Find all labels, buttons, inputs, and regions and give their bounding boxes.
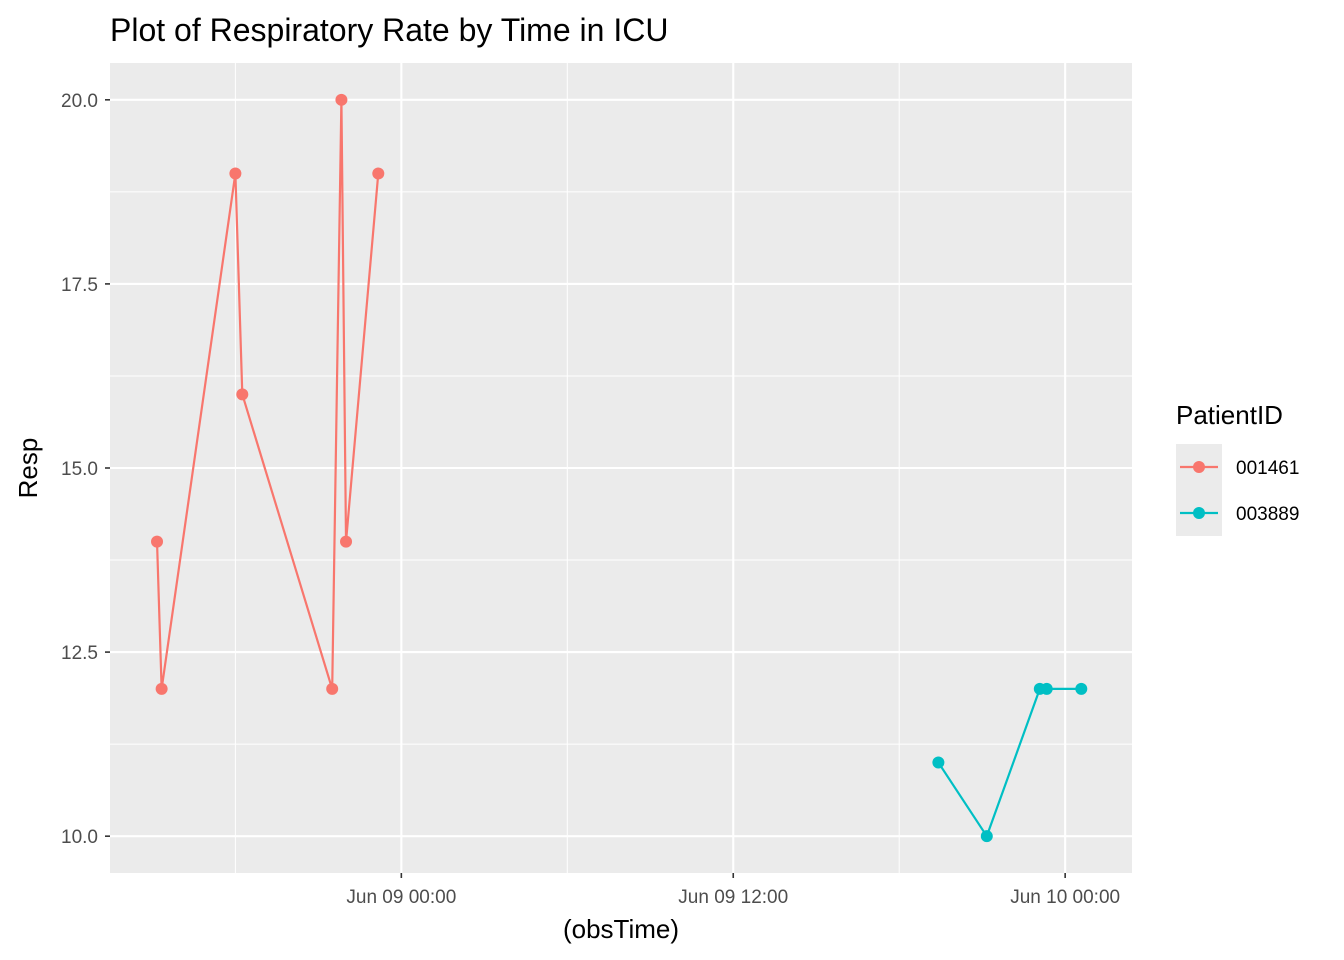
y-tick-label: 20.0	[61, 91, 98, 112]
legend-keys: 001461 003889	[1176, 444, 1299, 536]
data-point-001461	[335, 93, 348, 106]
legend: PatientID 001461 003889	[1176, 400, 1299, 536]
data-point-001461	[236, 388, 249, 401]
y-axis: 10.0 12.5 15.0 17.5 20.0	[61, 91, 110, 848]
series-line-001461	[155, 98, 380, 691]
legend-title: PatientID	[1176, 400, 1283, 430]
x-tick-label: Jun 09 12:00	[678, 887, 788, 908]
x-tick-label: Jun 09 00:00	[346, 887, 456, 908]
chart-title: Plot of Respiratory Rate by Time in ICU	[110, 12, 668, 48]
data-point-001461	[229, 167, 242, 180]
data-point-001461	[372, 167, 385, 180]
data-point-001461	[340, 535, 353, 548]
grid-major	[110, 63, 1132, 873]
data-point-003889	[1040, 682, 1053, 695]
data-point-003889	[1075, 682, 1088, 695]
data-point-003889	[932, 756, 945, 769]
x-axis-title: (obsTime)	[563, 914, 679, 944]
y-tick-label: 10.0	[61, 827, 98, 848]
data-point-001461	[151, 535, 164, 548]
y-tick-label: 15.0	[61, 459, 98, 480]
legend-key-point	[1193, 507, 1205, 519]
x-tick-label: Jun 10 00:00	[1010, 887, 1120, 908]
y-tick-label: 12.5	[61, 643, 98, 664]
x-axis: Jun 09 00:00 Jun 09 12:00 Jun 10 00:00	[346, 873, 1120, 908]
data-point-001461	[326, 682, 339, 695]
legend-label: 001461	[1236, 458, 1299, 479]
data-point-001461	[155, 682, 168, 695]
y-axis-title: Resp	[13, 438, 43, 499]
legend-label: 003889	[1236, 504, 1299, 525]
legend-key-point	[1193, 461, 1205, 473]
y-tick-label: 17.5	[61, 275, 98, 296]
data-point-003889	[980, 830, 993, 843]
series-layer	[151, 93, 1088, 843]
